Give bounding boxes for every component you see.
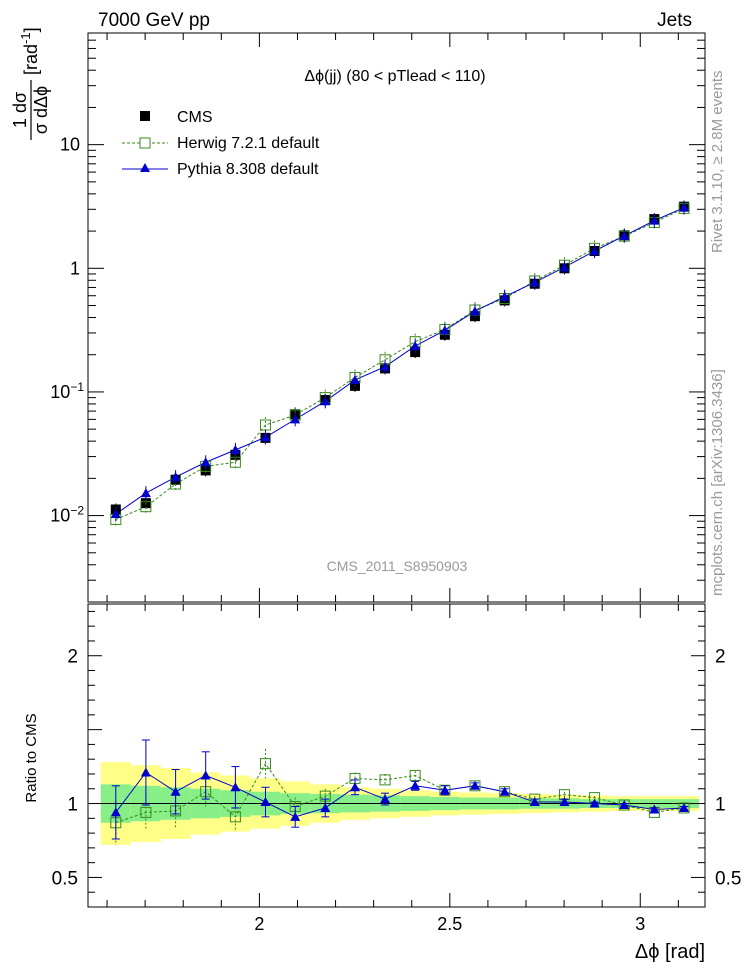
legend-cms-marker bbox=[140, 111, 150, 121]
ylabel-units: [rad-1] bbox=[18, 27, 41, 75]
legend-herwig-label: Herwig 7.2.1 default bbox=[177, 135, 320, 152]
ratio-pythia-point bbox=[110, 807, 121, 817]
pythia-point bbox=[380, 361, 391, 371]
pythia-point bbox=[290, 414, 301, 424]
main-plot-layer bbox=[110, 200, 690, 528]
ratio-pythia-point bbox=[380, 794, 391, 804]
ratio-frame bbox=[87, 603, 706, 908]
ratio-pythia-line bbox=[115, 771, 685, 818]
main-ylabel: 1 dσ σ dΔϕ [rad-1] bbox=[10, 27, 51, 140]
ylabel-numerator: 1 dσ bbox=[10, 92, 30, 128]
x-axis-label: Δϕ [rad] bbox=[635, 941, 705, 963]
legend-herwig-marker bbox=[139, 137, 151, 149]
ratio-pythia-point bbox=[230, 782, 241, 792]
ratio-y-tick-label-right: 0.5 bbox=[715, 868, 741, 889]
ratio-pythia-point bbox=[559, 797, 570, 807]
pythia-point bbox=[349, 374, 360, 384]
pythia-point bbox=[230, 444, 241, 454]
ratio-y-tick-label-right: 1 bbox=[715, 795, 726, 816]
ratio-x-tick-label: 2.5 bbox=[437, 914, 462, 934]
ratio-pythia-point bbox=[499, 786, 510, 796]
ratio-pythia-point bbox=[589, 798, 600, 808]
ratio-pythia-point bbox=[290, 811, 301, 821]
pythia-point bbox=[589, 246, 600, 256]
ratio-pythia-point bbox=[619, 800, 630, 810]
ratio-pythia-point bbox=[320, 802, 331, 812]
ratio-y-tick-label: 2 bbox=[67, 647, 78, 668]
watermark: CMS_2011_S8950903 bbox=[327, 558, 468, 574]
ratio-panel: 0.5 0.5 1 1 2 2 2 2.5 3 Ratio to CMS Δϕ [rad] bbox=[23, 603, 741, 963]
main-panel: 10−2 10−1 1 10 Δϕ(jj) (80 < pTlead < 110) C… bbox=[10, 27, 706, 603]
legend: CMS Herwig 7.2.1 default Pythia 8.308 de… bbox=[122, 109, 320, 178]
pythia-point bbox=[140, 488, 151, 498]
pythia-point bbox=[110, 508, 121, 518]
ratio-pythia-point bbox=[260, 797, 271, 807]
ratio-herwig-point bbox=[140, 806, 152, 818]
herwig-point bbox=[229, 456, 241, 468]
pythia-point bbox=[439, 325, 450, 335]
ratio-y-tick-label: 0.5 bbox=[52, 868, 78, 889]
pythia-point bbox=[320, 396, 331, 406]
ratio-herwig-point bbox=[379, 774, 391, 786]
main-y-tick-label: 10−2 bbox=[50, 504, 84, 526]
mcplots-label: mcplots.cern.ch [arXiv:1306.3436] bbox=[709, 369, 726, 596]
pythia-point bbox=[619, 230, 630, 240]
ratio-pythia-point bbox=[200, 770, 211, 780]
ratio-x-tick-label: 3 bbox=[635, 914, 645, 934]
pythia-point bbox=[559, 262, 570, 272]
herwig-point bbox=[259, 419, 271, 431]
pythia-point bbox=[410, 341, 421, 351]
legend-cms-label: CMS bbox=[177, 109, 213, 126]
main-title: Δϕ(jj) (80 < pTlead < 110) bbox=[304, 68, 485, 85]
main-ticks: 10−2 10−1 1 10 bbox=[50, 32, 705, 603]
ratio-pythia-point bbox=[410, 780, 421, 790]
ratio-pythia-point bbox=[469, 780, 480, 790]
ratio-herwig-point bbox=[259, 758, 271, 770]
ratio-herwig-point bbox=[409, 769, 421, 781]
pythia-point bbox=[260, 432, 271, 442]
pythia-point bbox=[649, 215, 660, 225]
ratio-pythia-point bbox=[140, 767, 151, 777]
pythia-point bbox=[200, 457, 211, 467]
pythia-point bbox=[529, 277, 540, 287]
header-left: 7000 GeV pp bbox=[98, 10, 210, 31]
legend-pythia-label: Pythia 8.308 default bbox=[177, 161, 319, 178]
ratio-herwig-point bbox=[229, 811, 241, 823]
legend-pythia-marker bbox=[140, 163, 150, 172]
ratio-y-tick-label: 1 bbox=[67, 795, 78, 816]
pythia-point bbox=[679, 202, 690, 212]
ratio-pythia-point bbox=[649, 804, 660, 814]
ratio-pythia-point bbox=[170, 786, 181, 796]
ratio-plot-layer bbox=[100, 739, 700, 845]
header-right: Jets bbox=[657, 10, 692, 31]
ratio-pythia-point bbox=[529, 797, 540, 807]
main-y-tick-label: 10−1 bbox=[50, 380, 84, 402]
pythia-point bbox=[499, 291, 510, 301]
ratio-ylabel: Ratio to CMS bbox=[23, 713, 40, 802]
pythia-point bbox=[170, 472, 181, 482]
ratio-pythia-point bbox=[349, 782, 360, 792]
main-y-tick-label: 10 bbox=[60, 135, 80, 155]
ratio-pythia-point bbox=[679, 802, 690, 812]
ratio-x-tick-label: 2 bbox=[254, 914, 264, 934]
main-y-tick-label: 1 bbox=[70, 258, 80, 278]
ylabel-denominator: σ dΔϕ bbox=[31, 86, 51, 134]
rivet-label: Rivet 3.1.10, ≥ 2.8M events bbox=[709, 71, 726, 254]
ratio-y-tick-label-right: 2 bbox=[715, 647, 726, 668]
pythia-point bbox=[469, 306, 480, 316]
ratio-pythia-point bbox=[439, 785, 450, 795]
ratio-ticks: 0.5 0.5 1 1 2 2 2 2.5 3 bbox=[52, 604, 741, 934]
herwig-point bbox=[140, 501, 152, 513]
